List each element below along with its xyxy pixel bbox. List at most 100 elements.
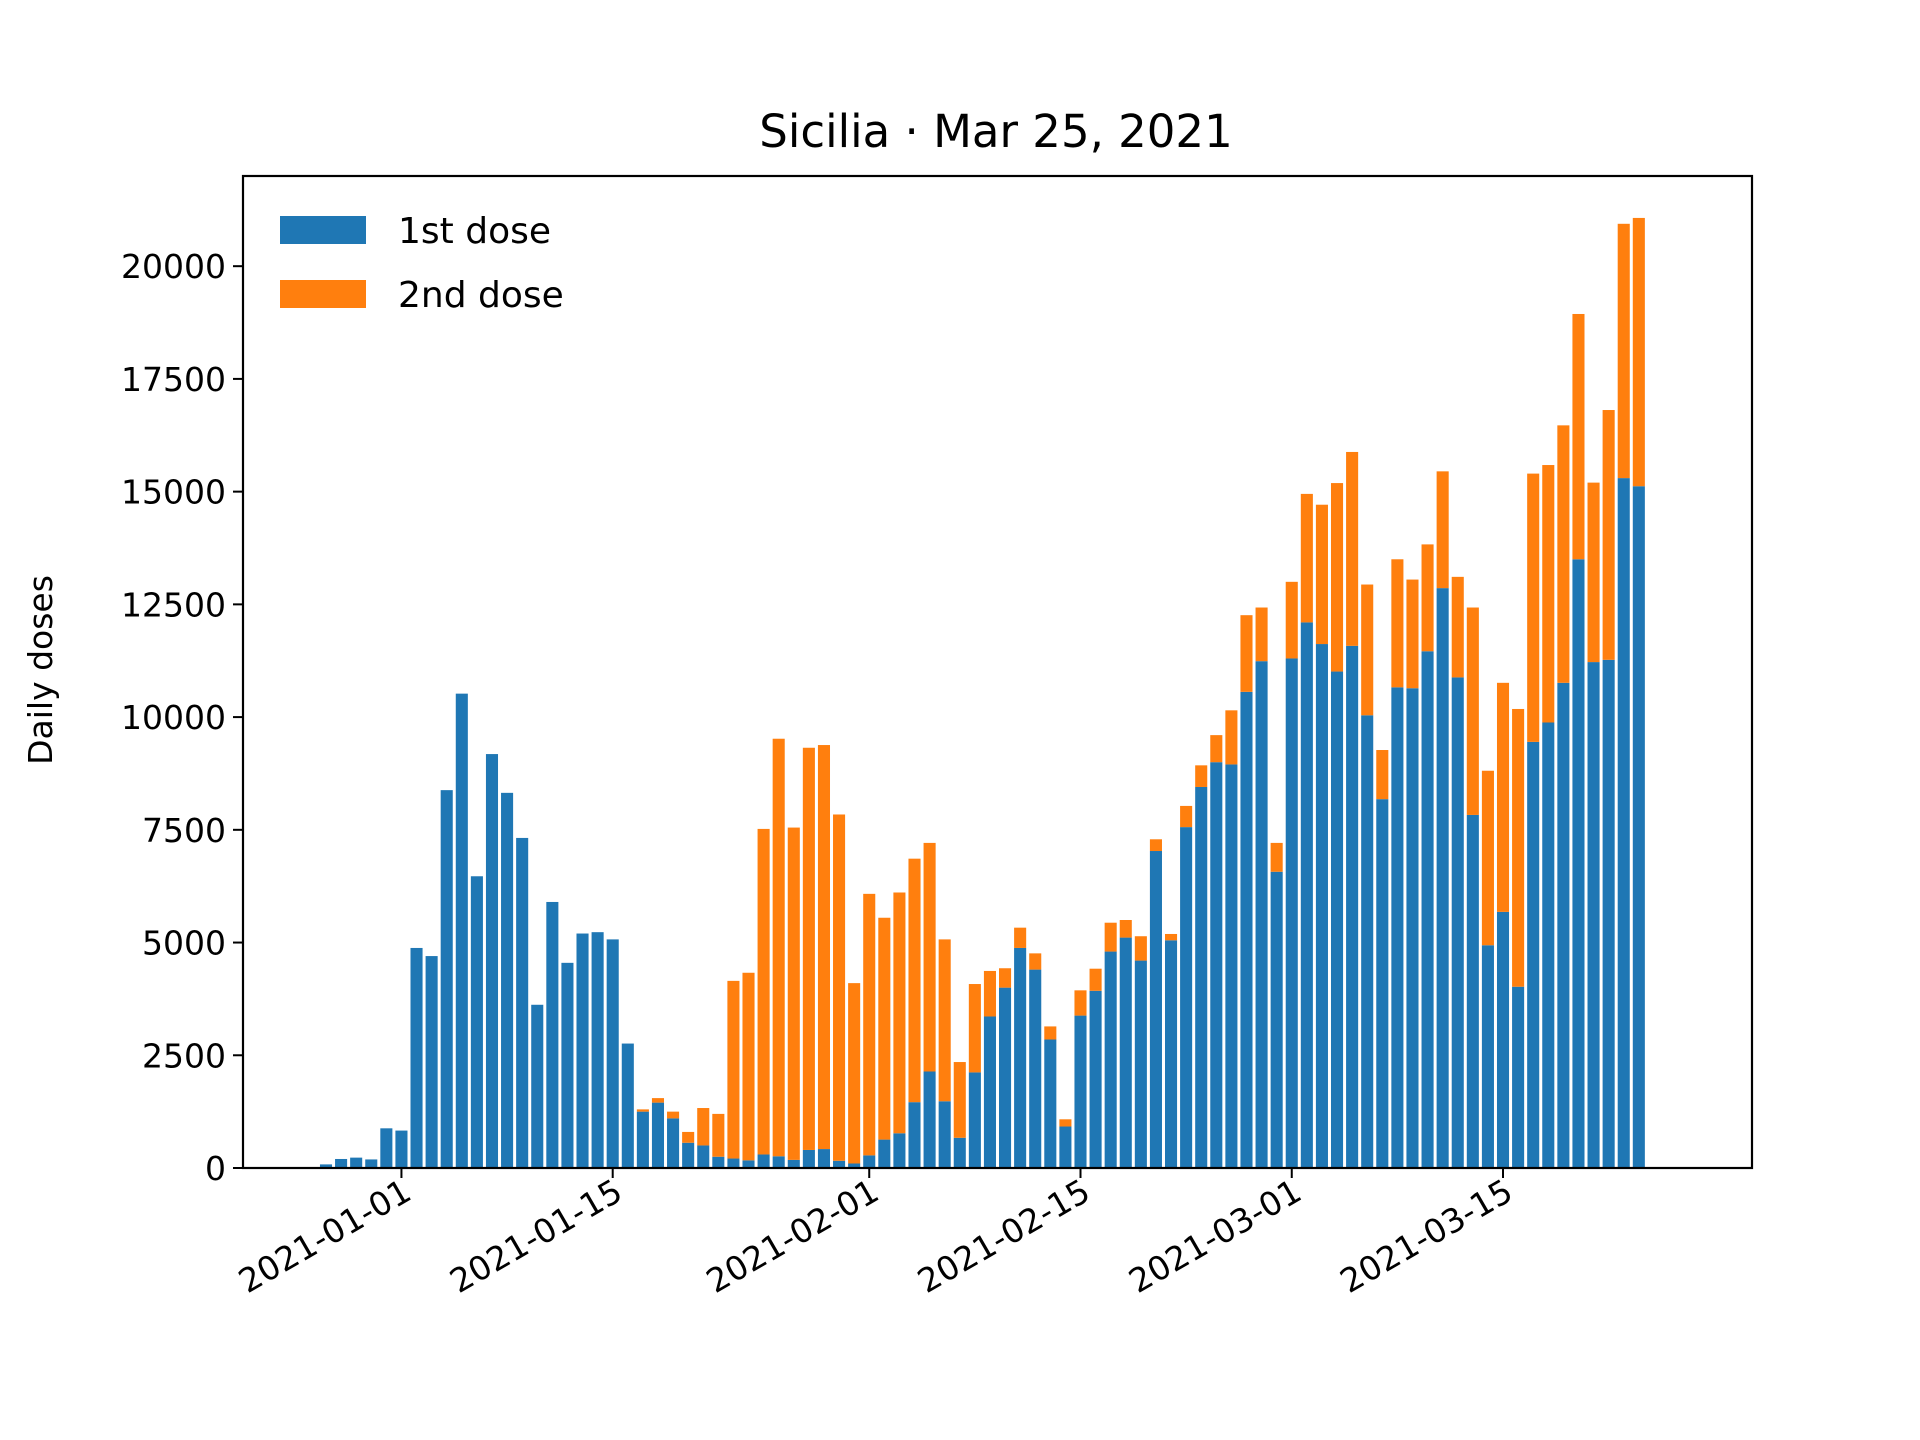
- bar-first-dose: [546, 901, 559, 1168]
- bar-second-dose: [727, 980, 740, 1159]
- bar-second-dose: [1315, 504, 1328, 645]
- bar-second-dose: [1421, 544, 1434, 652]
- bar-first-dose: [999, 987, 1012, 1168]
- bar-first-dose: [772, 1156, 785, 1168]
- bar-second-dose: [1376, 750, 1389, 800]
- bar-first-dose: [516, 837, 529, 1168]
- bar-first-dose: [1164, 940, 1178, 1168]
- bar-first-dose: [365, 1159, 378, 1168]
- bar-first-dose: [350, 1157, 363, 1168]
- bar-second-dose: [1044, 1026, 1057, 1040]
- bar-second-dose: [1632, 217, 1645, 487]
- bar-second-dose: [1029, 953, 1042, 970]
- bar-second-dose: [1542, 465, 1555, 723]
- bar-first-dose: [380, 1128, 393, 1168]
- bar-first-dose: [1330, 671, 1344, 1168]
- bar-first-dose: [1240, 691, 1253, 1168]
- bar-first-dose: [712, 1156, 725, 1168]
- bar-first-dose: [1421, 651, 1434, 1168]
- bar-first-dose: [878, 1139, 891, 1168]
- bar-first-dose: [1180, 827, 1193, 1168]
- bar-first-dose: [1617, 478, 1630, 1168]
- bar-second-dose: [1240, 615, 1253, 692]
- bar-second-dose: [1255, 607, 1268, 662]
- bar-first-dose: [1391, 687, 1404, 1168]
- legend-swatch: [280, 280, 366, 308]
- bar-second-dose: [1481, 770, 1494, 946]
- bar-first-dose: [1496, 911, 1510, 1168]
- bar-first-dose: [742, 1160, 755, 1168]
- bar-first-dose: [863, 1155, 876, 1168]
- y-tick-label: 7500: [142, 811, 226, 850]
- bar-first-dose: [1270, 871, 1283, 1168]
- bar-second-dose: [667, 1111, 680, 1119]
- bar-first-dose: [757, 1154, 770, 1168]
- bar-second-dose: [1180, 805, 1193, 828]
- bar-second-dose: [651, 1098, 665, 1103]
- bar-first-dose: [938, 1101, 951, 1168]
- bar-first-dose: [1512, 986, 1525, 1168]
- bar-second-dose: [787, 827, 800, 1160]
- bar-first-dose: [1346, 645, 1359, 1168]
- bar-first-dose: [576, 933, 589, 1168]
- y-tick-label: 10000: [121, 698, 226, 737]
- bar-first-dose: [1315, 644, 1328, 1168]
- bar-second-dose: [712, 1113, 725, 1157]
- legend: 1st dose 2nd dose: [280, 211, 564, 316]
- bar-first-dose: [501, 792, 514, 1168]
- bar-first-dose: [817, 1149, 831, 1168]
- bar-second-dose: [999, 968, 1012, 988]
- bar-second-dose: [682, 1131, 695, 1143]
- bar-second-dose: [1149, 839, 1162, 852]
- bar-second-dose: [1164, 933, 1178, 941]
- bar-first-dose: [697, 1145, 710, 1168]
- bar-first-dose: [1632, 486, 1645, 1168]
- bar-second-dose: [1557, 425, 1570, 683]
- bar-first-dose: [621, 1043, 634, 1168]
- bar-first-dose: [1285, 658, 1298, 1168]
- bar-second-dose: [1270, 842, 1283, 872]
- bar-first-dose: [1527, 741, 1540, 1168]
- bar-layer: [319, 217, 1645, 1168]
- bar-second-dose: [1089, 968, 1102, 991]
- bar-second-dose: [1285, 581, 1298, 659]
- bar-first-dose: [923, 1071, 936, 1168]
- y-axis-label: Daily doses: [21, 575, 60, 765]
- bar-second-dose: [938, 939, 951, 1102]
- bar-second-dose: [1225, 710, 1238, 765]
- bar-first-dose: [1134, 960, 1147, 1168]
- bar-first-dose: [1029, 969, 1042, 1168]
- bar-first-dose: [908, 1102, 921, 1168]
- bar-first-dose: [1542, 722, 1555, 1168]
- bar-first-dose: [470, 876, 483, 1168]
- bar-second-dose: [1119, 920, 1132, 938]
- bar-second-dose: [908, 858, 921, 1103]
- bar-second-dose: [1210, 735, 1223, 763]
- bar-first-dose: [531, 1004, 544, 1168]
- bar-second-dose: [1512, 708, 1525, 987]
- bar-first-dose: [591, 932, 604, 1168]
- bar-second-dose: [923, 842, 936, 1072]
- bar-first-dose: [1225, 764, 1238, 1168]
- bar-first-dose: [953, 1137, 966, 1168]
- bar-first-dose: [606, 939, 619, 1168]
- bar-second-dose: [1602, 410, 1615, 660]
- bar-first-dose: [1602, 659, 1615, 1168]
- y-tick-label: 2500: [142, 1036, 226, 1075]
- bar-second-dose: [1527, 473, 1540, 742]
- bar-second-dose: [1346, 451, 1359, 646]
- legend-label: 2nd dose: [398, 275, 564, 316]
- bar-second-dose: [1451, 576, 1464, 678]
- bar-first-dose: [455, 693, 468, 1168]
- bar-first-dose: [1044, 1039, 1057, 1168]
- bar-second-dose: [1014, 927, 1027, 948]
- bar-second-dose: [1134, 936, 1147, 961]
- bar-second-dose: [863, 893, 876, 1156]
- bar-second-dose: [1466, 607, 1479, 815]
- legend-swatch: [280, 216, 366, 244]
- bar-first-dose: [1014, 947, 1027, 1168]
- bar-second-dose: [1361, 584, 1374, 716]
- bar-first-dose: [636, 1111, 649, 1168]
- bar-first-dose: [651, 1102, 665, 1168]
